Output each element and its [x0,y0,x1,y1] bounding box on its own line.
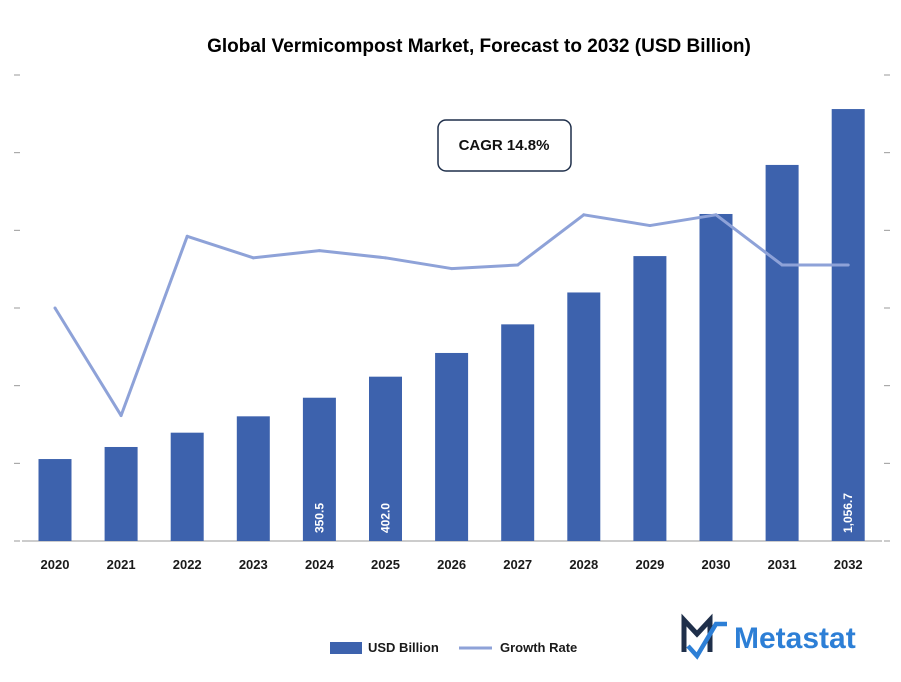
legend-label-usd-billion: USD Billion [368,640,439,655]
bar-2027 [501,324,535,541]
metastat-logo: Metastat [681,613,856,660]
growth-rate-point-2028 [582,213,586,217]
growth-rate-point-2024 [317,249,321,253]
bar-2029 [633,256,667,541]
growth-rate-point-2032 [846,263,850,267]
x-tick-label-2025: 2025 [371,557,400,572]
bar-2030 [699,213,733,541]
growth-rate-point-2027 [516,263,520,267]
bar-series: 350.5 402.0 1,056.7 [38,109,865,542]
growth-rate-point-2026 [450,267,454,271]
bar-2022 [170,432,204,541]
growth-rate-point-2029 [648,224,652,228]
growth-rate-point-2022 [185,234,189,238]
bar-2021 [104,446,138,541]
bar-2026 [435,352,469,541]
bar-2023 [236,416,270,541]
cagr-callout-box [437,119,572,172]
x-tick-label-2031: 2031 [768,557,797,572]
x-tick-label-2022: 2022 [173,557,202,572]
growth-rate-point-2025 [384,256,387,260]
legend-label-growth-rate: Growth Rate [500,640,577,655]
x-tick-label-2027: 2027 [503,557,532,572]
x-tick-label-2023: 2023 [239,557,268,572]
bar-2020 [38,459,72,541]
bar-2031 [765,164,799,542]
cagr-callout: CAGR 14.8% [437,119,572,172]
x-tick-label-2028: 2028 [569,557,598,572]
legend: USD Billion Growth Rate [330,640,577,655]
x-tick-label-2021: 2021 [107,557,136,572]
x-tick-label-2032: 2032 [834,557,863,572]
growth-rate-point-2021 [119,414,123,418]
x-tick-label-2030: 2030 [702,557,731,572]
growth-rate-point-2031 [780,263,784,267]
cagr-callout-text: CAGR 14.8% [459,137,550,154]
growth-rate-point-2020 [53,306,57,310]
legend-swatch-usd-billion [330,642,362,654]
bar-data-label-2024: 350.5 [312,503,326,533]
x-tick-label-2020: 2020 [41,557,70,572]
growth-rate-point-2023 [251,256,255,260]
bar-2032 [831,109,865,541]
tick-labels: 2020 2021 2022 2023 2024 2025 2026 2027 2028 2029… [41,557,863,572]
x-tick-label-2029: 2029 [635,557,664,572]
chart-title: Global Vermicompost Market, Forecast to … [207,36,751,57]
brand-name: Metastat [734,622,856,655]
bar-2025 [369,376,402,541]
bar-2024 [302,397,336,541]
bar-data-label-2032: 1,056.7 [841,493,855,533]
bar-2028 [567,292,601,541]
bar-data-label-2025: 402.0 [379,503,393,533]
metastat-m-logo-icon [681,613,727,660]
growth-rate-series [53,213,850,418]
x-tick-label-2026: 2026 [437,557,466,572]
growth-rate-point-2030 [714,213,718,217]
x-tick-label-2024: 2024 [305,557,335,572]
